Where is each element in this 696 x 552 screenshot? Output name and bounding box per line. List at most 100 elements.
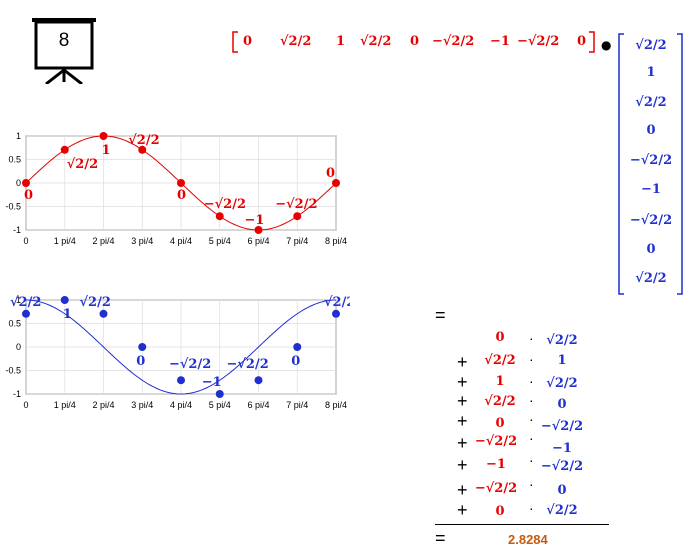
data-label: −1 xyxy=(245,213,265,228)
term-left: 0 xyxy=(495,416,505,431)
x-tick-label: 5 pi/4 xyxy=(209,236,231,246)
projector-screen-icon xyxy=(32,18,96,86)
x-tick-label: 7 pi/4 xyxy=(286,400,308,410)
data-label: √2/2 xyxy=(67,157,98,172)
data-point xyxy=(138,343,147,351)
data-point xyxy=(60,145,69,154)
x-tick-label: 1 pi/4 xyxy=(54,236,76,246)
x-tick-label: 5 pi/4 xyxy=(209,400,231,410)
y-tick-label: -0.5 xyxy=(5,202,21,212)
data-point xyxy=(22,309,30,318)
term-right: 0 xyxy=(557,397,567,412)
x-tick-label: 0 xyxy=(23,400,28,410)
data-point xyxy=(177,179,185,187)
data-label: √2/2 xyxy=(10,295,41,310)
term-right: −√2/2 xyxy=(540,419,584,434)
y-tick-label: 1 xyxy=(16,295,21,305)
y-tick-label: 1 xyxy=(16,131,21,141)
x-tick-label: 3 pi/4 xyxy=(131,236,153,246)
sum-rule xyxy=(435,524,609,525)
times-sign: · xyxy=(529,351,534,367)
data-point xyxy=(177,376,185,385)
column-vector-entry: −1 xyxy=(641,182,661,197)
row-vector: 0 √2/2 1 √2/2 0 −√2/2 −1 −√2/2 0 xyxy=(230,30,600,54)
plus-sign: + xyxy=(457,433,468,453)
data-label: 0 xyxy=(326,166,335,181)
column-vector: √2/2 1 √2/2 0 −√2/2 −1 −√2/2 0 √2/2 xyxy=(617,32,687,296)
data-label: −√2/2 xyxy=(275,197,317,212)
data-label: 0 xyxy=(24,188,33,203)
data-point xyxy=(254,376,263,385)
plus-sign: + xyxy=(457,480,468,500)
term-right: √2/2 xyxy=(546,503,578,518)
times-sign: · xyxy=(529,392,534,408)
x-tick-label: 2 pi/4 xyxy=(92,236,114,246)
times-sign: · xyxy=(529,373,534,389)
data-point xyxy=(332,179,340,187)
x-tick-label: 3 pi/4 xyxy=(131,400,153,410)
term-left: 1 xyxy=(495,374,505,389)
term-right: 0 xyxy=(557,483,567,498)
column-vector-entry: 0 xyxy=(646,242,656,257)
data-label: −1 xyxy=(202,375,222,390)
times-sign: · xyxy=(529,330,534,346)
times-sign: · xyxy=(529,430,534,446)
x-tick-label: 8 pi/4 xyxy=(325,400,347,410)
data-point xyxy=(99,309,108,318)
x-tick-label: 8 pi/4 xyxy=(325,236,347,246)
data-label: 0 xyxy=(291,354,300,369)
data-label: √2/2 xyxy=(324,295,350,310)
result-value: 2.8284 xyxy=(508,532,548,547)
data-label: √2/2 xyxy=(80,295,111,310)
term-right: −1 xyxy=(552,441,572,456)
column-vector-entry: 0 xyxy=(646,123,656,138)
data-point xyxy=(22,179,30,187)
column-vector-entry: −√2/2 xyxy=(629,213,673,228)
x-tick-label: 6 pi/4 xyxy=(247,400,269,410)
y-tick-label: -1 xyxy=(13,389,21,399)
data-label: −√2/2 xyxy=(169,357,211,372)
data-label: √2/2 xyxy=(128,133,159,148)
term-left: −√2/2 xyxy=(474,434,518,449)
x-tick-label: 1 pi/4 xyxy=(54,400,76,410)
term-right: √2/2 xyxy=(546,376,578,391)
row-vector-entry: 0 xyxy=(577,34,587,49)
x-tick-label: 2 pi/4 xyxy=(92,400,114,410)
plus-sign: + xyxy=(457,352,468,372)
row-vector-entry: −√2/2 xyxy=(517,34,560,49)
equals-sign: = xyxy=(435,305,446,325)
row-vector-entry: −√2/2 xyxy=(432,34,475,49)
row-vector-entry: 1 xyxy=(336,34,346,49)
data-point xyxy=(332,309,340,318)
x-tick-label: 7 pi/4 xyxy=(286,236,308,246)
y-tick-label: -1 xyxy=(13,225,21,235)
y-tick-label: 0.5 xyxy=(8,155,21,165)
data-point xyxy=(293,212,302,221)
column-vector-entry: √2/2 xyxy=(635,95,667,110)
y-tick-label: 0 xyxy=(16,342,21,352)
y-tick-label: 0.5 xyxy=(8,319,21,329)
column-vector-brackets xyxy=(618,33,683,295)
blue-chart: -1 -0.5 0 0.5 1 0 1 pi/4 2 pi/4 3 pi/4 4 pi/4 5 pi… xyxy=(5,295,350,410)
times-sign: · xyxy=(529,500,534,516)
x-tick-label: 4 pi/4 xyxy=(170,400,192,410)
plus-sign: + xyxy=(457,391,468,411)
term-right: √2/2 xyxy=(546,333,578,348)
red-chart: -1-0.500.510 1 pi/4 2 pi/4 3 pi/4 4 pi/4 5 pi… xyxy=(5,131,347,246)
data-label: 1 xyxy=(102,143,111,158)
term-left: −1 xyxy=(486,457,506,472)
dot-product-symbol: ● xyxy=(601,38,612,52)
term-left: √2/2 xyxy=(484,353,516,368)
column-vector-entry: √2/2 xyxy=(635,38,667,53)
row-vector-entry: −1 xyxy=(490,34,510,49)
x-tick-label: 0 xyxy=(23,236,28,246)
plus-sign: + xyxy=(457,411,468,431)
series-line xyxy=(25,299,337,395)
y-tick-label: 0 xyxy=(16,178,21,188)
term-left: 0 xyxy=(495,504,505,519)
equals-sign: = xyxy=(435,528,446,548)
plus-sign: + xyxy=(457,372,468,392)
x-tick-label: 6 pi/4 xyxy=(247,236,269,246)
data-point xyxy=(293,343,302,351)
expansion: = 0 · √2/2 + √2/2 · 1 + 1 · √2/2 + √2/2 … xyxy=(430,300,630,552)
